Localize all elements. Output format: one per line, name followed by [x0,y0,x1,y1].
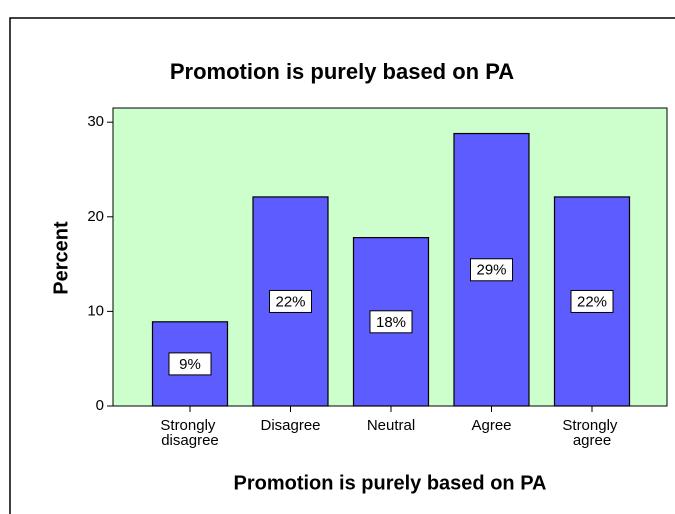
data-label-box [269,289,312,313]
x-tick-label: Neutral [367,417,415,434]
y-axis-title: Percent [50,221,72,295]
data-label-box [369,310,413,334]
chart-title: Promotion is purely based on PA [170,59,514,84]
data-label: 18% [376,314,406,331]
data-label: 9% [179,356,201,373]
data-label-box [570,289,614,313]
x-tick-label: Agree [471,417,511,434]
frame [9,17,675,514]
x-axis-title: Promotion is purely based on PA [233,472,546,494]
x-tick-label: Strongly disagree [160,417,219,449]
data-label-box [168,352,212,376]
y-tick-label: 0 [96,397,104,414]
x-tick-label: Strongly agree [562,417,621,449]
data-label: 22% [577,293,607,310]
data-label: 22% [275,293,305,310]
x-tick-label: Disagree [260,417,320,434]
data-label-box [470,258,513,282]
y-tick-label: 10 [87,302,104,319]
data-label: 29% [476,262,506,279]
y-tick-label: 20 [87,208,104,225]
y-tick-label: 30 [87,113,104,130]
